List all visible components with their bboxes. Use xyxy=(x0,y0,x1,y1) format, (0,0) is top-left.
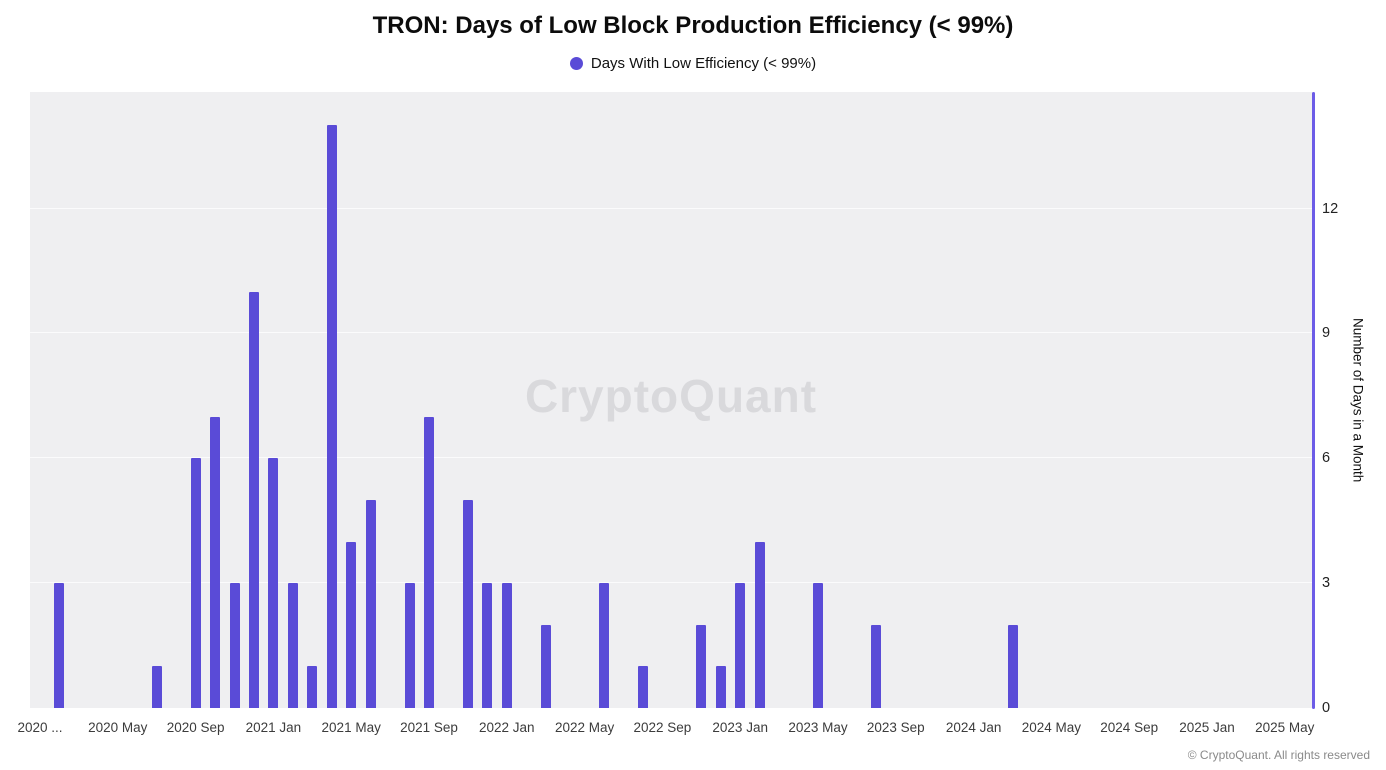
x-tick-label: 2025 May xyxy=(1255,720,1315,735)
bar-2021-01[interactable] xyxy=(268,458,279,708)
bar-2021-05[interactable] xyxy=(346,541,357,708)
bar-2021-06[interactable] xyxy=(365,499,376,708)
x-tick-label: 2021 Jan xyxy=(245,720,302,735)
y-axis-line xyxy=(1312,92,1315,709)
chart-title: TRON: Days of Low Block Production Effic… xyxy=(372,12,1014,39)
bar-2023-05[interactable] xyxy=(813,583,823,708)
bar-2020-02[interactable] xyxy=(54,583,65,708)
bar-2023-08[interactable] xyxy=(871,624,882,708)
x-tick-label: 2024 May xyxy=(1021,720,1082,735)
y-tick-label: 3 xyxy=(1322,575,1331,592)
y-tick-label: 9 xyxy=(1322,325,1331,342)
bar-2020-09[interactable] xyxy=(190,458,201,708)
bar-2022-11[interactable] xyxy=(696,624,707,708)
x-tick-label: 2021 Sep xyxy=(400,720,458,735)
gridline xyxy=(30,582,1312,584)
copyright-note: © CryptoQuant. All rights reserved xyxy=(1187,748,1370,762)
bar-2020-07[interactable] xyxy=(151,666,162,708)
bar-2021-09[interactable] xyxy=(424,416,434,708)
x-tick-label: 2023 May xyxy=(788,720,848,735)
x-tick-label: 2020 ... xyxy=(17,720,63,735)
x-tick-label: 2023 Jan xyxy=(712,720,768,735)
x-tick-label: 2024 Sep xyxy=(1100,720,1159,735)
x-tick-label: 2021 May xyxy=(321,720,381,735)
bar-2024-03[interactable] xyxy=(1007,624,1018,708)
bar-2021-12[interactable] xyxy=(482,583,493,708)
x-tick-label: 2022 Sep xyxy=(633,720,692,735)
bar-2021-04[interactable] xyxy=(326,125,337,708)
bar-2021-03[interactable] xyxy=(307,666,318,708)
y-tick-label: 12 xyxy=(1322,200,1339,217)
gridline xyxy=(30,332,1312,334)
legend-item[interactable]: Days With Low Efficiency (< 99%) xyxy=(0,55,1386,72)
bar-2022-01[interactable] xyxy=(501,583,512,708)
x-tick-label: 2024 Jan xyxy=(945,720,1002,735)
y-axis-title: Number of Days in a Month xyxy=(1350,317,1366,483)
bar-2021-08[interactable] xyxy=(404,583,415,708)
legend-marker-icon xyxy=(569,57,583,70)
gridline xyxy=(30,207,1312,209)
x-tick-label: 2022 Jan xyxy=(479,720,535,735)
legend-label: Days With Low Efficiency (< 99%) xyxy=(590,55,817,72)
y-tick-label: 0 xyxy=(1322,700,1331,716)
x-tick-label: 2025 Jan xyxy=(1179,720,1235,735)
x-tick-label: 2020 Sep xyxy=(166,720,225,735)
y-tick-label: 6 xyxy=(1322,450,1331,467)
bar-2020-10[interactable] xyxy=(210,416,221,708)
bar-2022-06[interactable] xyxy=(599,583,610,708)
bar-2023-01[interactable] xyxy=(735,583,746,708)
plot-area: CryptoQuant xyxy=(30,92,1312,708)
bar-2021-02[interactable] xyxy=(287,583,298,708)
bar-2023-02[interactable] xyxy=(754,541,765,708)
gridline xyxy=(30,457,1312,459)
bar-2022-03[interactable] xyxy=(540,624,551,708)
watermark: CryptoQuant xyxy=(524,370,818,422)
x-tick-label: 2020 May xyxy=(88,720,148,735)
bar-2022-12[interactable] xyxy=(715,666,726,708)
x-tick-label: 2023 Sep xyxy=(866,720,925,735)
bar-2020-11[interactable] xyxy=(229,583,240,708)
bar-2020-12[interactable] xyxy=(248,291,259,708)
x-tick-label: 2022 May xyxy=(554,720,615,735)
bar-2021-11[interactable] xyxy=(462,499,473,708)
bar-2022-08[interactable] xyxy=(637,666,648,708)
